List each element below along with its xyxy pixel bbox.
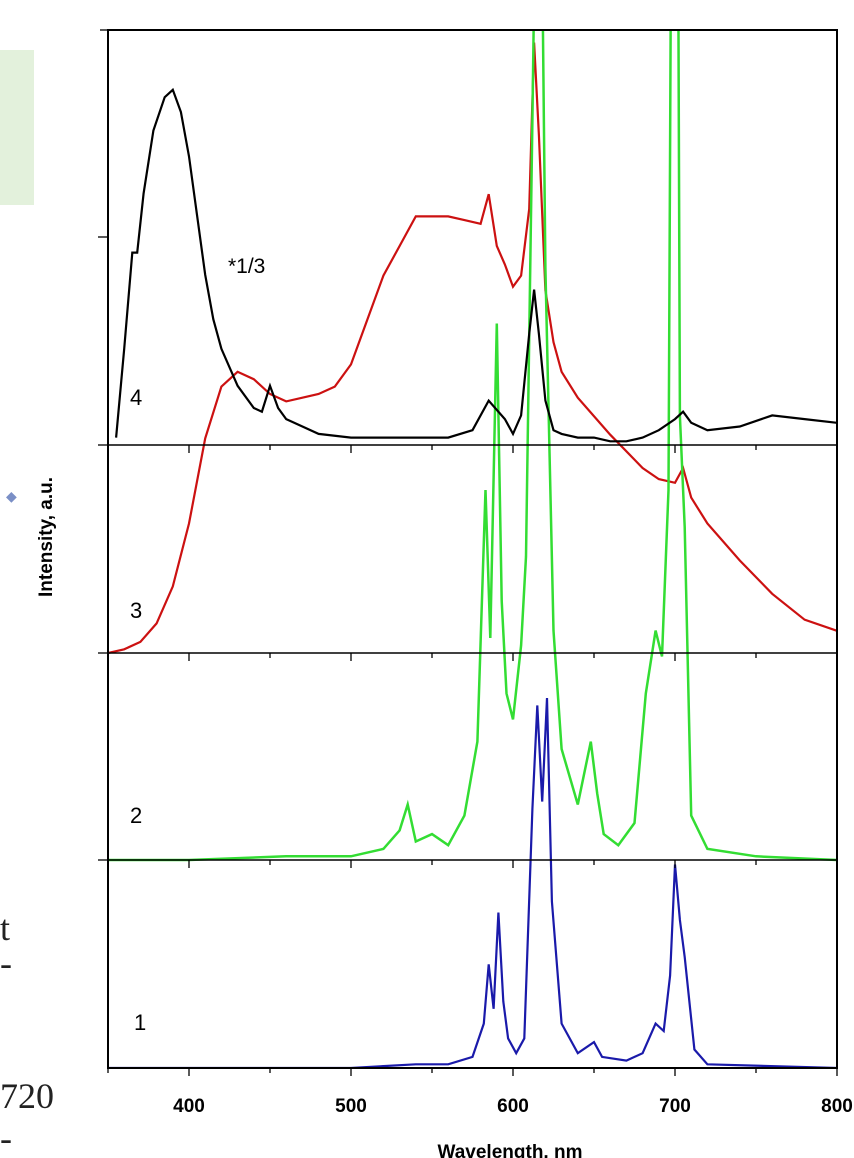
panel-label: 1 bbox=[134, 1010, 146, 1035]
series-line-4 bbox=[115, 87, 837, 443]
bullet-marker-icon: ◆ bbox=[6, 488, 17, 504]
series-line-3 bbox=[108, 42, 837, 655]
y-axis-label: Intensity, a.u. bbox=[36, 477, 57, 597]
plot-area bbox=[108, 30, 837, 1068]
x-tick-label: 400 bbox=[173, 1096, 205, 1117]
side-text-fragment: 720 bbox=[0, 1076, 54, 1116]
x-tick-label: 700 bbox=[659, 1096, 691, 1117]
scale-annotation: *1/3 bbox=[228, 255, 265, 278]
x-axis-label: Wavelength, nm bbox=[438, 1142, 583, 1158]
plot-frame bbox=[107, 29, 838, 1069]
panel-label: 2 bbox=[130, 803, 142, 828]
side-text-fragment: - bbox=[0, 1118, 12, 1158]
panel-label: 4 bbox=[130, 385, 142, 410]
panel-label: 3 bbox=[130, 598, 142, 623]
side-text-fragment: t bbox=[0, 908, 11, 948]
x-tick-label: 800 bbox=[821, 1096, 853, 1117]
series-line-2 bbox=[108, 30, 837, 862]
x-tick-label: 600 bbox=[497, 1096, 529, 1117]
axes: 400 500 600 700 800 4 3 2 1 bbox=[98, 29, 853, 1117]
x-tick-label: 500 bbox=[335, 1096, 367, 1117]
series-line-1 bbox=[108, 697, 837, 1068]
background-panel bbox=[0, 50, 34, 205]
side-text-fragment: - bbox=[0, 943, 12, 983]
